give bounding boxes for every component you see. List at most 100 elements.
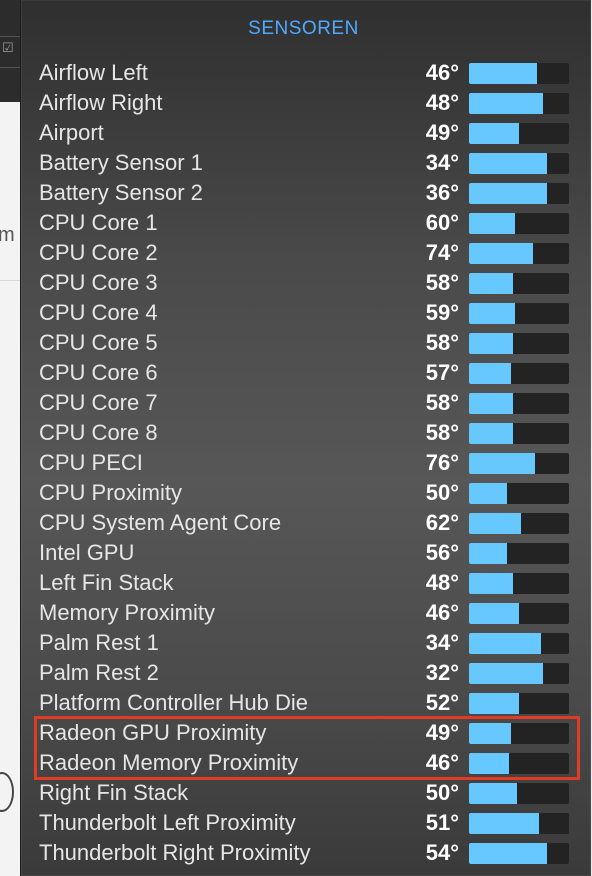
sensor-row: CPU System Agent Core 62° — [21, 508, 591, 538]
sensor-level-bar — [469, 843, 569, 864]
sensor-temperature: 58° — [425, 270, 459, 295]
sensor-row: Palm Rest 1 34° — [21, 628, 591, 658]
sensor-temperature: 49° — [425, 720, 459, 745]
sensor-row: Memory Proximity 46° — [21, 598, 591, 628]
sensor-name: CPU Core 5 — [39, 330, 158, 355]
sensor-temperature: 48° — [425, 570, 459, 595]
sensor-name: CPU Core 7 — [39, 390, 158, 415]
sensor-row: CPU Proximity 50° — [21, 478, 591, 508]
sensor-level-fill — [469, 453, 535, 474]
sensor-level-fill — [469, 543, 507, 564]
sensor-name: Battery Sensor 2 — [39, 180, 203, 205]
sensor-level-bar — [469, 273, 569, 294]
sensor-temperature: 76° — [425, 450, 459, 475]
sensor-row: Left Fin Stack 48° — [21, 568, 591, 598]
sensor-level-bar — [469, 573, 569, 594]
sensor-name: Thunderbolt Left Proximity — [39, 810, 296, 835]
sensor-level-bar — [469, 423, 569, 444]
sensor-level-bar — [469, 363, 569, 384]
sensor-level-fill — [469, 393, 513, 414]
sensor-row: CPU Core 2 74° — [21, 238, 591, 268]
sensor-name: Radeon Memory Proximity — [39, 750, 299, 775]
sensor-temperature: 48° — [425, 90, 459, 115]
sensor-temperature: 34° — [425, 630, 459, 655]
background-text-fragment: m — [0, 224, 15, 246]
sensor-row: CPU Core 8 58° — [21, 418, 591, 448]
sensor-level-fill — [469, 843, 547, 864]
sensor-level-bar — [469, 483, 569, 504]
sensor-level-fill — [469, 303, 515, 324]
sensor-name: Platform Controller Hub Die — [39, 690, 308, 715]
sensor-row: CPU PECI 76° — [21, 448, 591, 478]
sensor-temperature: 46° — [425, 750, 459, 775]
sensor-row: Radeon GPU Proximity 49° — [21, 718, 591, 748]
sensor-level-bar — [469, 633, 569, 654]
sensor-level-bar — [469, 723, 569, 744]
sensor-temperature: 34° — [425, 150, 459, 175]
sensor-name: Airport — [39, 120, 104, 145]
sensor-level-fill — [469, 633, 541, 654]
sensor-temperature: 59° — [425, 300, 459, 325]
sensor-level-fill — [469, 243, 533, 264]
sensor-temperature: 52° — [425, 690, 459, 715]
background-toolbar-divider — [0, 36, 20, 68]
sensor-level-fill — [469, 663, 543, 684]
sensor-name: Thunderbolt Right Proximity — [39, 840, 311, 865]
sensor-level-bar — [469, 603, 569, 624]
sensor-row: Palm Rest 2 32° — [21, 658, 591, 688]
sensor-level-fill — [469, 753, 509, 774]
sensor-name: CPU PECI — [39, 450, 143, 475]
sensor-name: CPU Core 2 — [39, 240, 158, 265]
sensor-level-fill — [469, 273, 513, 294]
checkbox-icon: ☑ — [2, 40, 14, 55]
sensor-level-bar — [469, 93, 569, 114]
sensor-name: CPU Core 1 — [39, 210, 158, 235]
sensor-level-fill — [469, 483, 507, 504]
sensor-temperature: 58° — [425, 390, 459, 415]
sensor-name: Airflow Left — [39, 60, 148, 85]
sensors-popover: SENSOREN Airflow Left 46° Airflow Right 48°… — [20, 0, 591, 876]
sensor-level-bar — [469, 663, 569, 684]
sensor-name: Palm Rest 2 — [39, 660, 159, 685]
sensor-level-fill — [469, 93, 543, 114]
panel-title: SENSOREN — [248, 18, 359, 39]
sensor-row: Thunderbolt Right Proximity 54° — [21, 838, 591, 868]
sensor-level-bar — [469, 213, 569, 234]
sensor-level-bar — [469, 63, 569, 84]
sensor-level-fill — [469, 723, 511, 744]
sensor-row: CPU Core 5 58° — [21, 328, 591, 358]
sensor-row: Radeon Memory Proximity 46° — [21, 748, 591, 778]
sensor-row: Right Fin Stack 50° — [21, 778, 591, 808]
sensor-level-fill — [469, 123, 519, 144]
sensor-name: Left Fin Stack — [39, 570, 174, 595]
sensor-level-bar — [469, 513, 569, 534]
sensor-level-bar — [469, 183, 569, 204]
sensor-row: Platform Controller Hub Die 52° — [21, 688, 591, 718]
sensor-temperature: 46° — [425, 60, 459, 85]
sensor-row: CPU Core 7 58° — [21, 388, 591, 418]
sensor-name: CPU Proximity — [39, 480, 183, 505]
sensor-level-fill — [469, 813, 539, 834]
sensor-level-bar — [469, 543, 569, 564]
sensor-level-bar — [469, 123, 569, 144]
sensor-level-bar — [469, 453, 569, 474]
sensor-name: Palm Rest 1 — [39, 630, 159, 655]
sensor-row: CPU Core 6 57° — [21, 358, 591, 388]
sensor-row: Airport 49° — [21, 118, 591, 148]
sensor-temperature: 74° — [425, 240, 459, 265]
sensor-name: Memory Proximity — [39, 600, 216, 625]
sensor-temperature: 51° — [425, 810, 459, 835]
sensor-row: CPU Core 3 58° — [21, 268, 591, 298]
sensor-row: CPU Core 4 59° — [21, 298, 591, 328]
sensor-level-fill — [469, 423, 513, 444]
sensor-row: Airflow Right 48° — [21, 88, 591, 118]
sensor-temperature: 46° — [425, 600, 459, 625]
sensor-level-fill — [469, 153, 547, 174]
sensor-name: CPU System Agent Core — [39, 510, 282, 535]
sensor-level-bar — [469, 693, 569, 714]
background-circle-fragment — [0, 772, 14, 812]
background-app-window: ☑ m — [0, 0, 20, 876]
sensor-level-fill — [469, 693, 519, 714]
sensor-temperature: 58° — [425, 330, 459, 355]
sensor-temperature: 32° — [425, 660, 459, 685]
